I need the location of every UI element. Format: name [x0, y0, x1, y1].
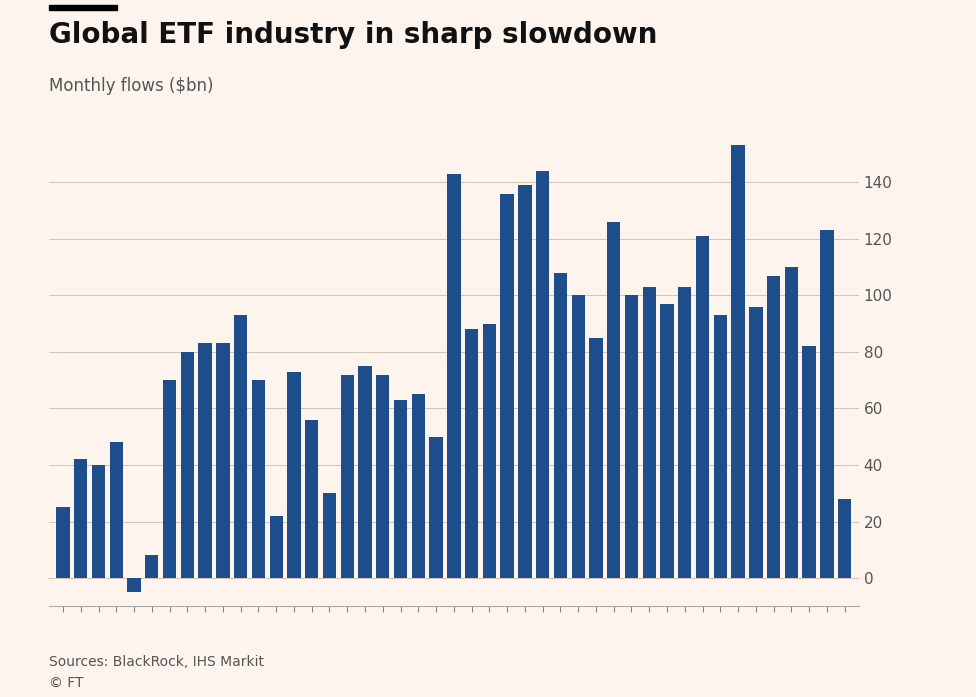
Bar	[74, 459, 88, 578]
Bar	[838, 499, 851, 578]
Bar	[323, 493, 336, 578]
Bar	[607, 222, 621, 578]
Bar	[642, 287, 656, 578]
Bar	[536, 171, 549, 578]
Bar	[145, 556, 158, 578]
Bar	[465, 329, 478, 578]
Bar	[376, 374, 389, 578]
Bar	[767, 275, 780, 578]
Bar	[198, 344, 212, 578]
Bar	[234, 315, 247, 578]
Bar	[252, 380, 265, 578]
Bar	[181, 352, 194, 578]
Text: Monthly flows ($bn): Monthly flows ($bn)	[49, 77, 214, 95]
Bar	[128, 578, 141, 592]
Text: Sources: BlackRock, IHS Markit: Sources: BlackRock, IHS Markit	[49, 655, 264, 669]
Bar	[483, 323, 496, 578]
Text: Global ETF industry in sharp slowdown: Global ETF industry in sharp slowdown	[49, 21, 657, 49]
Bar	[412, 395, 425, 578]
Bar	[625, 296, 638, 578]
Bar	[590, 338, 602, 578]
Bar	[696, 236, 710, 578]
Bar	[57, 507, 69, 578]
Bar	[287, 372, 301, 578]
Bar	[429, 437, 443, 578]
Bar	[713, 315, 727, 578]
Bar	[518, 185, 532, 578]
Bar	[678, 287, 691, 578]
Bar	[661, 304, 673, 578]
Bar	[820, 230, 834, 578]
Bar	[358, 366, 372, 578]
Bar	[553, 273, 567, 578]
Bar	[341, 374, 354, 578]
Bar	[163, 380, 177, 578]
Bar	[572, 296, 585, 578]
Bar	[305, 420, 318, 578]
Bar	[217, 344, 229, 578]
Bar	[109, 443, 123, 578]
Bar	[731, 146, 745, 578]
Bar	[269, 516, 283, 578]
Bar	[802, 346, 816, 578]
Bar	[394, 400, 407, 578]
Bar	[750, 307, 762, 578]
Bar	[92, 465, 105, 578]
Text: © FT: © FT	[49, 676, 83, 690]
Bar	[501, 194, 513, 578]
Bar	[447, 174, 461, 578]
Bar	[785, 267, 798, 578]
